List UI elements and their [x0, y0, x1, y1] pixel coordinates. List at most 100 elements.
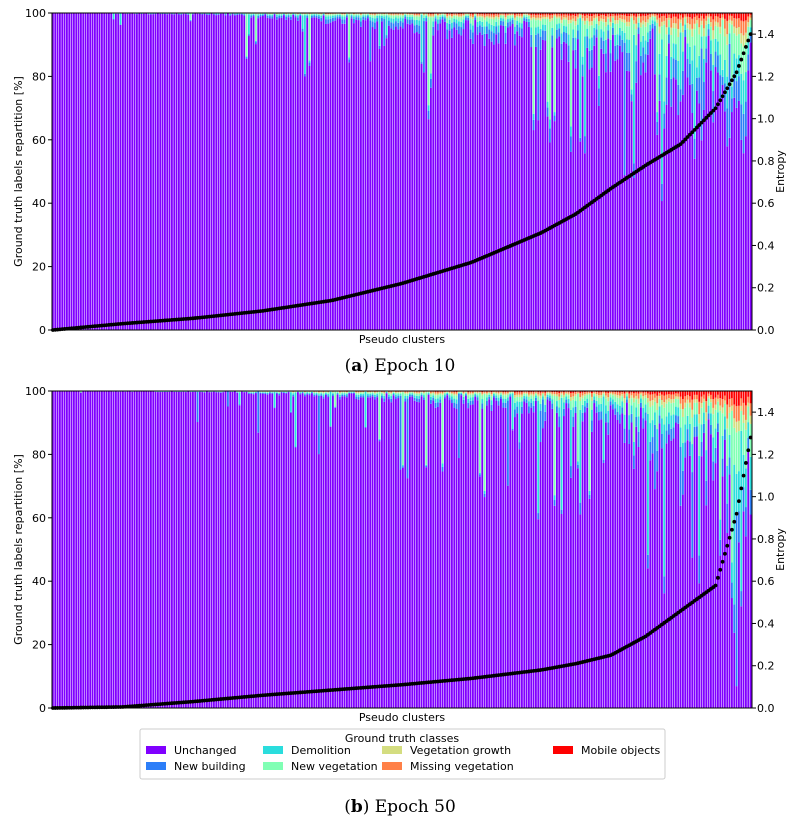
bar-segment-new-vegetation	[549, 21, 551, 120]
bar-segment-mobile-objects	[563, 391, 565, 393]
bar-segment-new-vegetation	[425, 392, 428, 465]
bar-segment-new-vegetation	[434, 395, 437, 399]
bar-segment-vegetation-growth	[747, 22, 750, 27]
bar-segment-new-vegetation	[546, 393, 549, 395]
bar-segment-missing-vegetation	[304, 391, 306, 392]
bar-segment-missing-vegetation	[385, 13, 388, 14]
bar-segment-new-vegetation	[525, 394, 528, 397]
bar-segment-new-vegetation	[539, 20, 542, 29]
bar-segment-new-vegetation	[698, 423, 701, 456]
bar-segment-missing-vegetation	[747, 16, 750, 23]
bar-segment-new-building	[285, 392, 288, 394]
bar-segment-new-building	[684, 29, 687, 38]
bar-segment-demolition	[250, 14, 253, 16]
bar-segment-missing-vegetation	[535, 14, 537, 18]
entropy-point	[732, 74, 737, 79]
bar-segment-missing-vegetation	[341, 391, 344, 392]
bar-segment-vegetation-growth	[483, 17, 486, 20]
bar-segment-vegetation-growth	[649, 400, 652, 408]
bar-segment-new-vegetation	[509, 15, 512, 19]
bar-segment-unchanged	[138, 13, 141, 330]
bar-segment-unchanged	[521, 413, 523, 708]
bar-segment-vegetation-growth	[553, 394, 556, 396]
bar-segment-mobile-objects	[521, 391, 523, 393]
bar-segment-new-building	[255, 392, 257, 394]
bar-segment-mobile-objects	[472, 13, 474, 15]
bar-segment-new-building	[306, 15, 309, 19]
bar-segment-mobile-objects	[693, 13, 696, 17]
bar-segment-missing-vegetation	[693, 394, 696, 400]
bar-segment-demolition	[315, 393, 318, 395]
bar-segment-mobile-objects	[630, 13, 633, 15]
bar-segment-vegetation-growth	[460, 15, 463, 18]
bar-segment-mobile-objects	[616, 13, 619, 16]
bar-segment-new-building	[339, 396, 341, 400]
bar-segment-new-vegetation	[416, 16, 418, 20]
bar-segment-mobile-objects	[675, 391, 677, 394]
bar-segment-mobile-objects	[663, 391, 666, 396]
bar-segment-missing-vegetation	[339, 391, 341, 393]
bar-segment-unchanged	[105, 13, 108, 331]
bar-segment-new-vegetation	[266, 13, 269, 15]
bar-segment-missing-vegetation	[462, 13, 465, 16]
bar-segment-unchanged	[196, 13, 199, 331]
bar-segment-missing-vegetation	[371, 13, 374, 15]
bar-segment-new-vegetation	[371, 15, 374, 18]
bar-segment-missing-vegetation	[434, 13, 437, 14]
legend-label: Vegetation growth	[410, 744, 511, 757]
bar-segment-demolition	[423, 395, 425, 398]
bar-segment-missing-vegetation	[640, 16, 642, 23]
bar-segment-unchanged	[222, 392, 225, 708]
bar-segment-unchanged	[187, 391, 190, 708]
bar-segment-demolition	[336, 14, 339, 17]
bar-segment-new-building	[313, 15, 316, 18]
bar-segment-demolition	[119, 13, 122, 25]
bar-segment-new-building	[276, 392, 278, 394]
bar-segment-new-building	[539, 410, 542, 443]
bar-segment-new-vegetation	[570, 23, 572, 127]
bar-segment-missing-vegetation	[507, 391, 509, 394]
bar-segment-unchanged	[236, 14, 239, 330]
bar-segment-missing-vegetation	[530, 391, 533, 394]
bar-segment-new-building	[635, 61, 638, 83]
bar-segment-new-vegetation	[430, 394, 432, 397]
bar-segment-demolition	[315, 14, 318, 16]
bar-segment-new-vegetation	[451, 394, 453, 397]
bar-segment-vegetation-growth	[525, 14, 528, 15]
bar-segment-unchanged	[703, 109, 705, 330]
bar-segment-unchanged	[248, 393, 250, 708]
bar-segment-new-vegetation	[537, 396, 540, 401]
bar-segment-missing-vegetation	[476, 391, 479, 393]
bar-segment-unchanged	[570, 477, 572, 708]
bar-segment-mobile-objects	[705, 391, 708, 402]
bar-segment-new-vegetation	[411, 392, 414, 394]
bar-segment-vegetation-growth	[593, 17, 596, 21]
bar-segment-new-vegetation	[416, 393, 418, 396]
bar-segment-new-building	[614, 45, 617, 61]
bar-segment-new-building	[572, 416, 575, 427]
y-tick-label-right: 1.2	[757, 70, 775, 83]
bar-segment-new-vegetation	[656, 22, 659, 113]
bar-segment-new-building	[185, 13, 187, 15]
bar-segment-new-building	[700, 441, 703, 457]
bar-segment-missing-vegetation	[633, 15, 635, 21]
bar-segment-new-building	[579, 137, 582, 142]
bar-segment-demolition	[299, 392, 302, 394]
bar-segment-new-building	[327, 395, 330, 398]
bar-segment-new-building	[535, 34, 537, 47]
bar-segment-demolition	[719, 519, 722, 540]
bar-segment-unchanged	[350, 18, 353, 330]
bar-segment-demolition	[724, 59, 726, 84]
bar-segment-demolition	[497, 25, 500, 33]
bar-segment-vegetation-growth	[369, 391, 372, 393]
bar-segment-demolition	[733, 53, 736, 74]
bar-segment-missing-vegetation	[651, 394, 654, 401]
bar-segment-unchanged	[483, 497, 486, 708]
bar-segment-new-building	[451, 28, 453, 38]
bar-segment-vegetation-growth	[684, 16, 687, 19]
bar-segment-new-vegetation	[462, 16, 465, 20]
bar-segment-new-vegetation	[665, 403, 668, 417]
bar-segment-unchanged	[187, 14, 190, 330]
bar-segment-unchanged	[84, 13, 87, 331]
bar-segment-vegetation-growth	[558, 16, 561, 19]
